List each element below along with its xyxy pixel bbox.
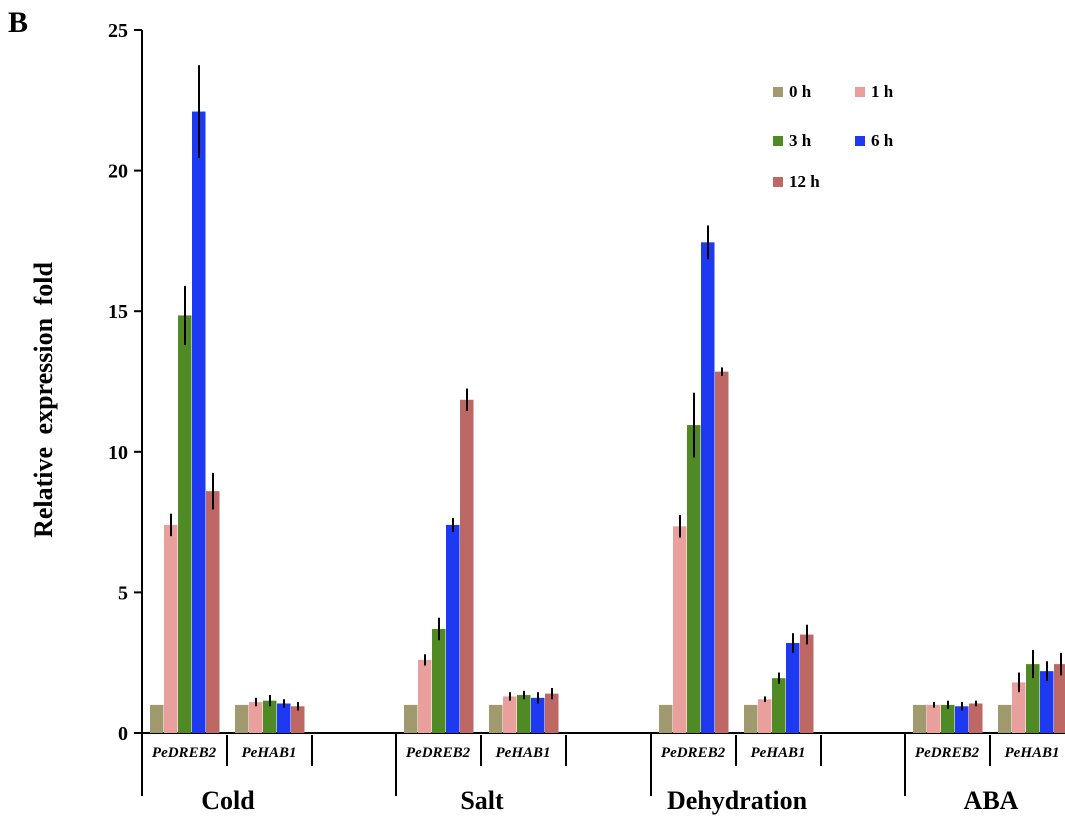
gene-label: PeDREB2 [915,745,980,761]
bar [955,706,969,733]
legend-swatch [773,136,783,146]
legend-swatch [773,87,783,97]
legend-swatch [773,177,783,187]
gene-label: PeHAB1 [242,745,297,761]
gene-label: PeHAB1 [496,745,551,761]
y-tick-label: 0 [118,723,128,745]
legend-swatch [855,87,865,97]
bar [744,704,758,733]
treatment-label: Dehydration [667,786,808,815]
bar [998,704,1012,733]
treatment-label: ABA [964,786,1019,815]
bar [1040,671,1054,733]
bar [701,242,715,733]
gene-label: PeHAB1 [751,745,806,761]
bar [277,703,291,733]
gene-label: PeDREB2 [661,745,726,761]
bar [545,693,559,733]
bar [786,643,800,733]
gene-label: PeHAB1 [1005,745,1060,761]
y-tick-label: 25 [108,20,128,42]
bar [263,700,277,733]
bar [1054,664,1065,733]
bar [1026,664,1040,733]
gene-label: PeDREB2 [152,745,217,761]
bar [687,425,701,733]
bar [927,704,941,733]
y-tick-label: 15 [108,301,128,323]
legend-swatch [855,136,865,146]
bar [164,524,178,733]
bar [659,704,673,733]
y-tick-label: 10 [108,442,128,464]
panel-letter: B [8,6,29,39]
bar [235,704,249,733]
y-tick-label: 5 [118,582,128,604]
bar [715,371,729,733]
bar [969,703,983,733]
bar [1012,682,1026,733]
y-tick-label: 20 [108,161,128,183]
bar [503,696,517,733]
bar [772,678,786,733]
bar [150,704,164,733]
legend-label: 3 h [789,131,812,150]
bar [192,111,206,734]
bar [460,399,474,733]
bar [517,695,531,733]
bar [291,706,305,733]
bar [418,659,432,733]
legend-label: 0 h [789,82,812,101]
bar [446,524,460,733]
chart-legend: 0 h 1 h 3 h 6 h 12 h [773,82,894,191]
bar [404,704,418,733]
treatment-label: Cold [201,786,255,815]
chart-bars [150,65,1065,734]
bar [913,704,927,733]
chart-axes: 0 5 10 15 20 25 Cold PeDREB2 PeHAB1 Salt PeDREB2 Pe… [108,20,1065,815]
bar [489,704,503,733]
bar [941,704,955,733]
bar [432,628,446,733]
treatment-label: Salt [460,786,504,815]
legend-label: 1 h [871,82,894,101]
bar [249,702,263,733]
bar [178,315,192,733]
legend-label: 12 h [789,172,820,191]
bar [206,491,220,733]
gene-label: PeDREB2 [406,745,471,761]
bar [531,697,545,733]
bar [800,634,814,733]
legend-label: 6 h [871,131,894,150]
bar [758,699,772,733]
bar [673,526,687,733]
